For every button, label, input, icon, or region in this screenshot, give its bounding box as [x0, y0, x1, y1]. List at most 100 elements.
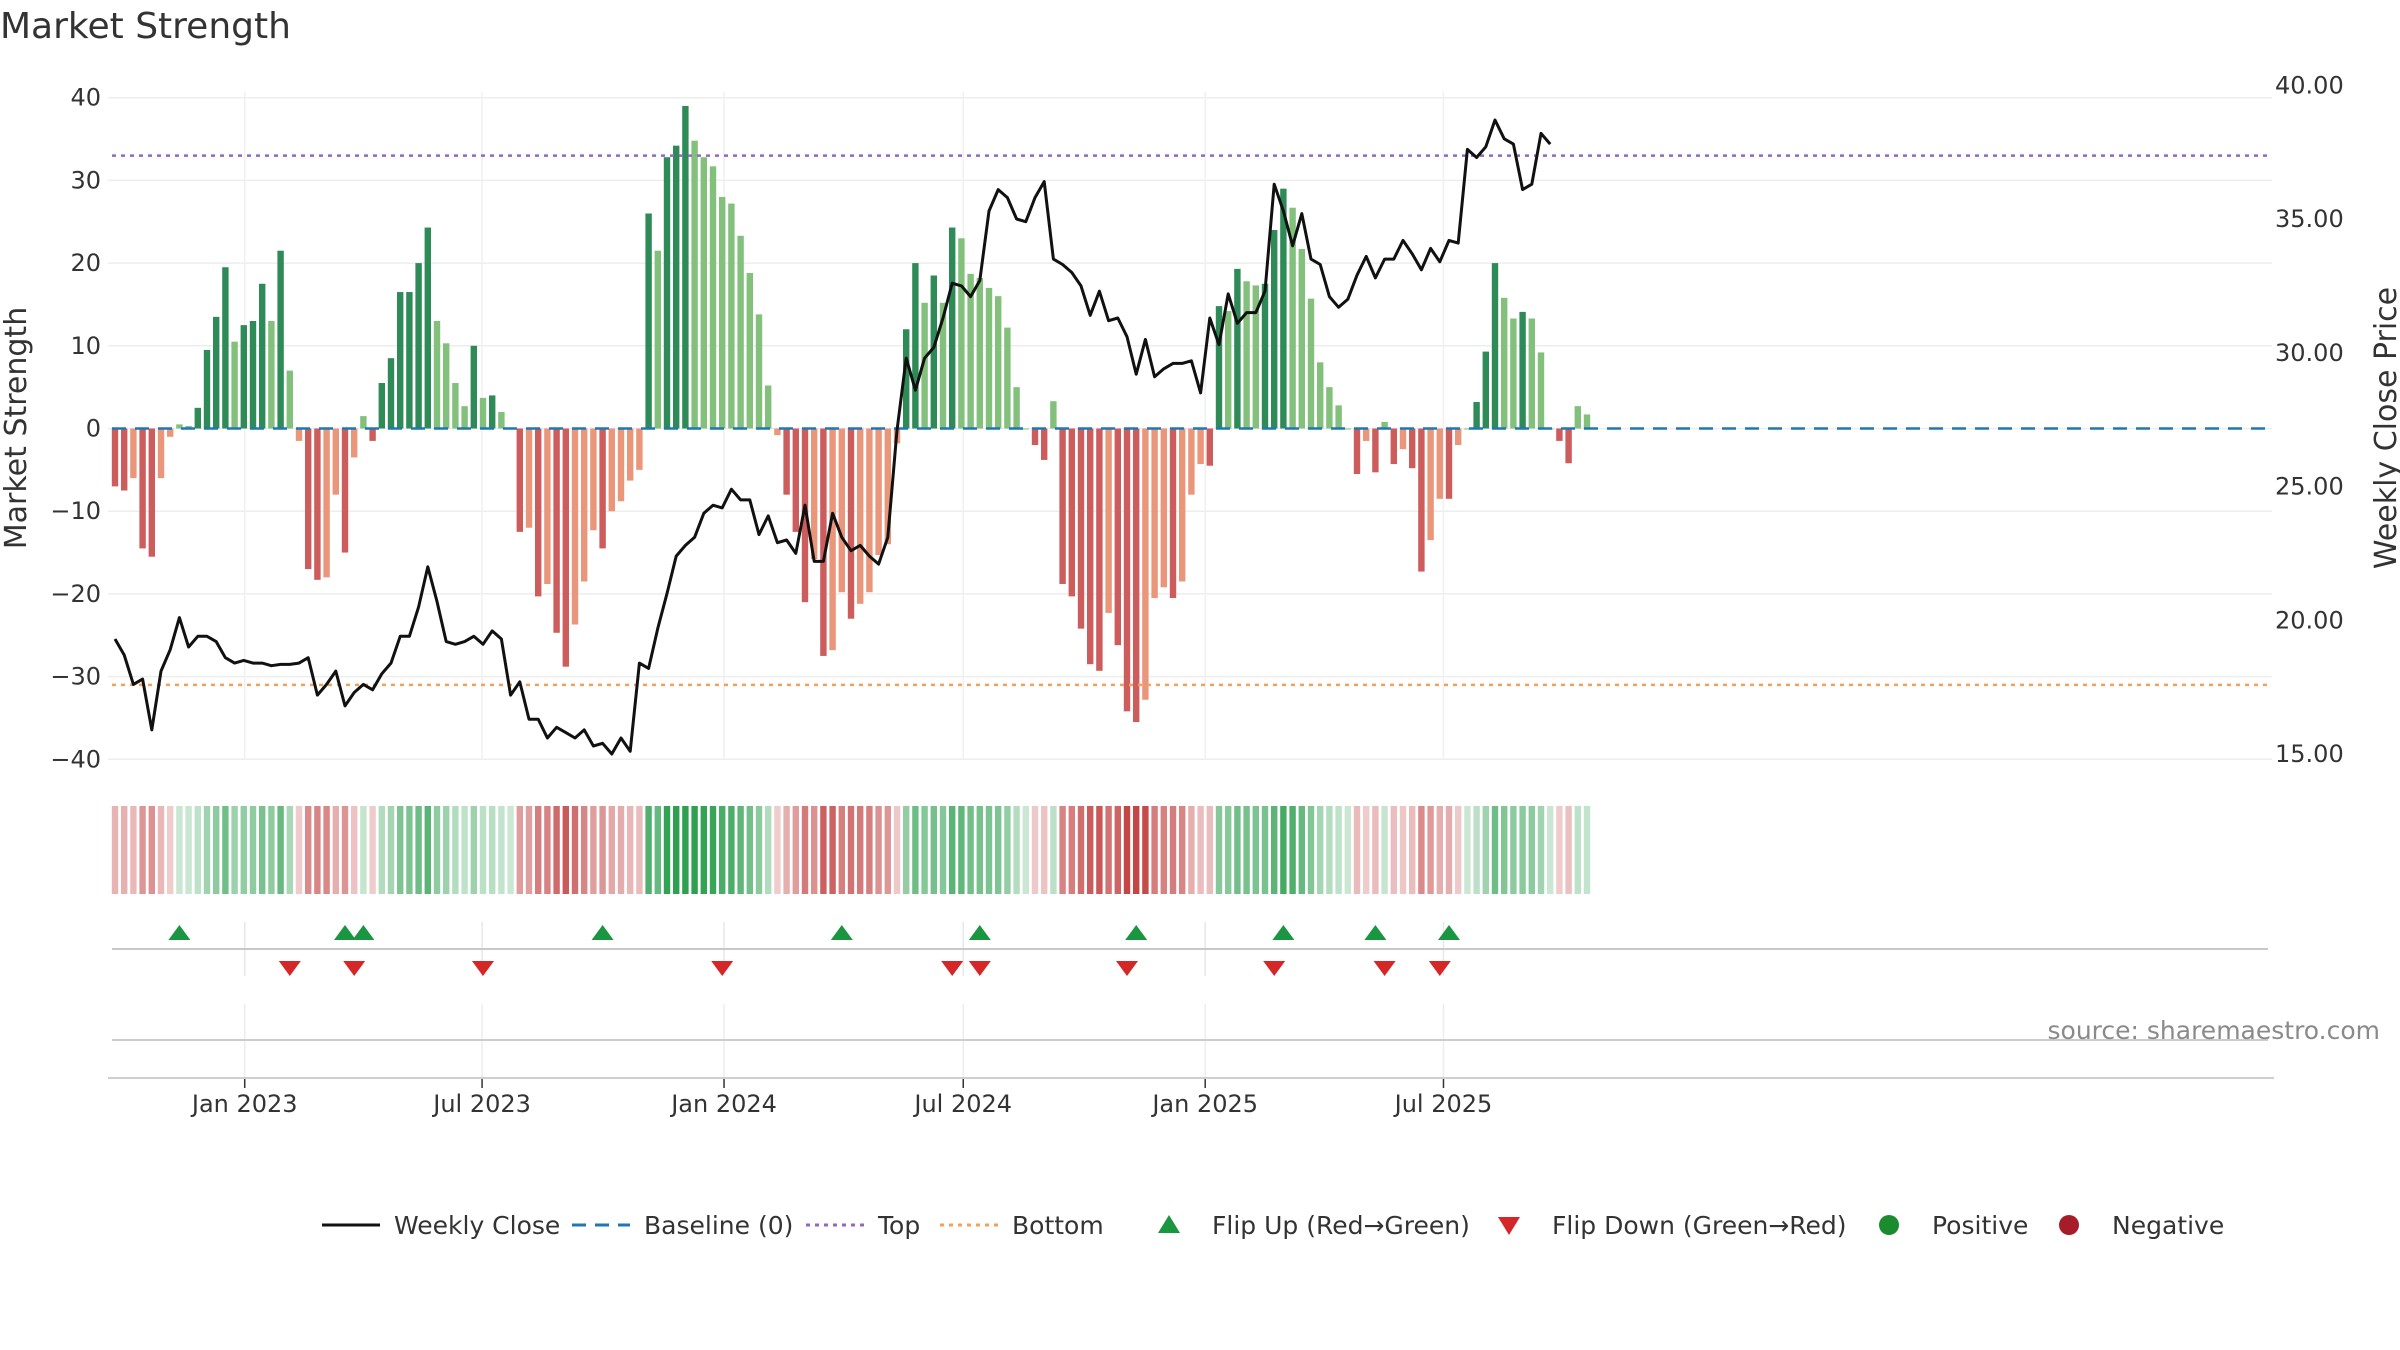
band-cell: [912, 806, 919, 894]
strength-bar: [691, 140, 698, 429]
band-cell: [1298, 806, 1305, 894]
strength-bar: [341, 428, 349, 553]
band-cell: [433, 806, 441, 894]
strength-bar: [544, 428, 551, 584]
band-cell: [525, 806, 533, 894]
strength-bar: [1436, 428, 1443, 499]
band-cell: [295, 806, 303, 894]
legend-label: Weekly Close: [394, 1211, 560, 1240]
band-cell: [139, 806, 146, 894]
band-cell: [1215, 806, 1223, 894]
strength-bar: [415, 263, 422, 429]
strength-bar: [1013, 387, 1020, 429]
strength-bar: [765, 385, 772, 429]
strength-bar: [525, 428, 533, 528]
band-cell: [654, 806, 661, 894]
band-cell: [387, 806, 395, 894]
band-cell: [369, 806, 376, 894]
strength-bar: [1510, 318, 1517, 429]
strength-bar: [1169, 428, 1177, 599]
strength-bar: [194, 407, 201, 429]
band-cell: [240, 806, 247, 894]
strength-bar: [397, 292, 404, 429]
y-left-tick-label: 30: [70, 166, 101, 194]
flip-up-marker: [1125, 925, 1148, 940]
strength-bar: [167, 428, 174, 437]
strength-bar: [295, 428, 303, 441]
legend-symbol-dot: [1879, 1215, 1899, 1235]
strength-bar: [1427, 428, 1434, 541]
band-cell: [571, 806, 579, 894]
band-cell: [406, 806, 413, 894]
strength-bar: [1123, 428, 1131, 712]
x-tick-label: Jan 2023: [190, 1090, 298, 1118]
legend-label: Top: [877, 1211, 920, 1240]
strength-bar: [949, 227, 956, 429]
y-left-tick-label: 20: [70, 249, 101, 277]
band-cell: [958, 806, 965, 894]
strength-bar: [1583, 414, 1591, 429]
band-cell: [1188, 806, 1195, 894]
strength-bar: [249, 320, 257, 429]
band-cell: [1271, 806, 1278, 894]
band-cell: [829, 806, 836, 894]
legend-symbol-flip-down: [1498, 1217, 1520, 1235]
strength-bar: [709, 166, 717, 429]
band-cell: [1077, 806, 1085, 894]
strength-bar: [801, 428, 809, 603]
flip-down-marker: [1373, 961, 1396, 976]
strength-bar: [1317, 362, 1324, 429]
band-cell: [286, 806, 293, 894]
y-axis-left-label: Market Strength: [0, 307, 34, 549]
strength-bar: [1298, 249, 1305, 429]
strength-bar: [1206, 428, 1213, 466]
strength-bar: [1399, 428, 1407, 450]
band-cell: [1583, 806, 1591, 894]
band-cell: [1473, 806, 1480, 894]
band-cell: [470, 806, 477, 894]
band-cell: [1547, 806, 1554, 894]
band-cell: [884, 806, 891, 894]
strength-bar: [838, 428, 845, 593]
band-cell: [921, 806, 928, 894]
strength-bar: [1225, 311, 1232, 429]
strength-bar: [240, 325, 247, 429]
y-left-tick-label: 0: [86, 415, 101, 443]
y-right-tick-label: 40.00: [2275, 71, 2344, 99]
band-cell: [866, 806, 873, 894]
band-cell: [737, 806, 744, 894]
strength-bar: [1565, 428, 1572, 464]
strength-bar: [424, 227, 431, 429]
strength-bar: [452, 383, 459, 429]
band-cell: [811, 806, 818, 894]
strength-bar: [1252, 285, 1259, 429]
band-cell: [378, 806, 385, 894]
strength-bar: [581, 428, 588, 582]
band-cell: [452, 806, 459, 894]
strength-bar: [130, 428, 137, 479]
band-cell: [1261, 806, 1269, 894]
strength-bar: [121, 428, 128, 491]
band-cell: [1050, 806, 1057, 894]
strength-bar: [1031, 428, 1039, 446]
strength-bar: [231, 341, 238, 429]
strength-bar: [1372, 428, 1379, 473]
flip-up-marker: [1438, 925, 1460, 940]
strength-bar: [553, 428, 560, 633]
flip-up-marker: [968, 925, 991, 940]
x-tick-label: Jan 2024: [669, 1090, 777, 1118]
strength-bar: [277, 250, 284, 429]
band-cell: [121, 806, 128, 894]
band-cell: [1013, 806, 1020, 894]
band-cell: [1041, 806, 1048, 894]
band-cell: [590, 806, 597, 894]
y-left-tick-label: −20: [50, 580, 101, 608]
flip-down-marker: [278, 961, 301, 976]
strength-bar: [783, 428, 790, 495]
band-cell: [562, 806, 569, 894]
strength-bar: [571, 428, 579, 625]
band-cell: [691, 806, 698, 894]
band-cell: [930, 806, 937, 894]
strength-bar: [1151, 428, 1158, 599]
